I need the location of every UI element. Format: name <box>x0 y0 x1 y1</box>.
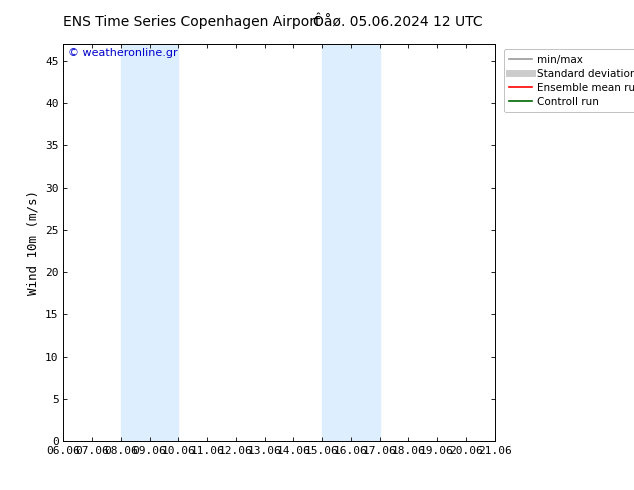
Text: Ôåø. 05.06.2024 12 UTC: Ôåø. 05.06.2024 12 UTC <box>313 15 483 29</box>
Legend: min/max, Standard deviation, Ensemble mean run, Controll run: min/max, Standard deviation, Ensemble me… <box>504 49 634 112</box>
Text: ENS Time Series Copenhagen Airport: ENS Time Series Copenhagen Airport <box>63 15 321 29</box>
Bar <box>121 44 178 441</box>
Text: © weatheronline.gr: © weatheronline.gr <box>68 48 178 58</box>
Y-axis label: Wind 10m (m/s): Wind 10m (m/s) <box>27 190 39 295</box>
Bar <box>322 44 380 441</box>
